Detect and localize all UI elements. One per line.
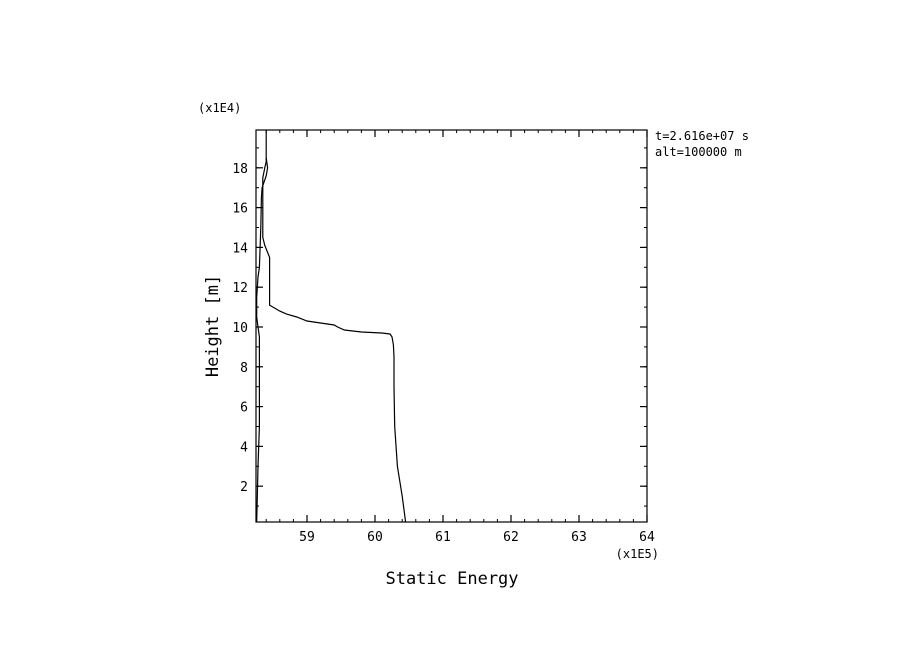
x-axis: 59 60 61 62 63 64 [265, 130, 655, 545]
x-tick-label: 60 [367, 530, 383, 545]
x-axis-title: Static Energy [385, 569, 518, 589]
y-tick-label: 8 [240, 361, 248, 376]
y-tick-label: 16 [232, 202, 248, 217]
x-tick-label: 61 [435, 530, 451, 545]
y-tick-label: 4 [240, 440, 248, 455]
y-axis: 2 4 6 8 10 12 14 16 18 [232, 147, 647, 507]
y-tick-label: 10 [232, 321, 248, 336]
y-tick-label: 12 [232, 281, 248, 296]
x-tick-label: 59 [299, 530, 315, 545]
series-line-1 [262, 130, 407, 523]
y-tick-label: 18 [232, 162, 248, 177]
y-tick-label: 6 [240, 401, 248, 416]
x-tick-label: 62 [503, 530, 519, 545]
y-multiplier-label: (x1E4) [198, 101, 241, 115]
x-tick-label: 63 [571, 530, 587, 545]
altitude-annotation: alt=100000 m [655, 145, 742, 159]
x-tick-label: 64 [639, 530, 655, 545]
series-layer [256, 130, 407, 523]
y-axis-title: Height [m] [203, 275, 223, 377]
time-annotation: t=2.616e+07 s [655, 129, 749, 143]
y-tick-label: 14 [232, 241, 248, 256]
y-tick-label: 2 [240, 480, 248, 495]
x-multiplier-label: (x1E5) [616, 547, 659, 561]
plot-frame [255, 129, 648, 523]
series-line-2 [256, 157, 269, 523]
